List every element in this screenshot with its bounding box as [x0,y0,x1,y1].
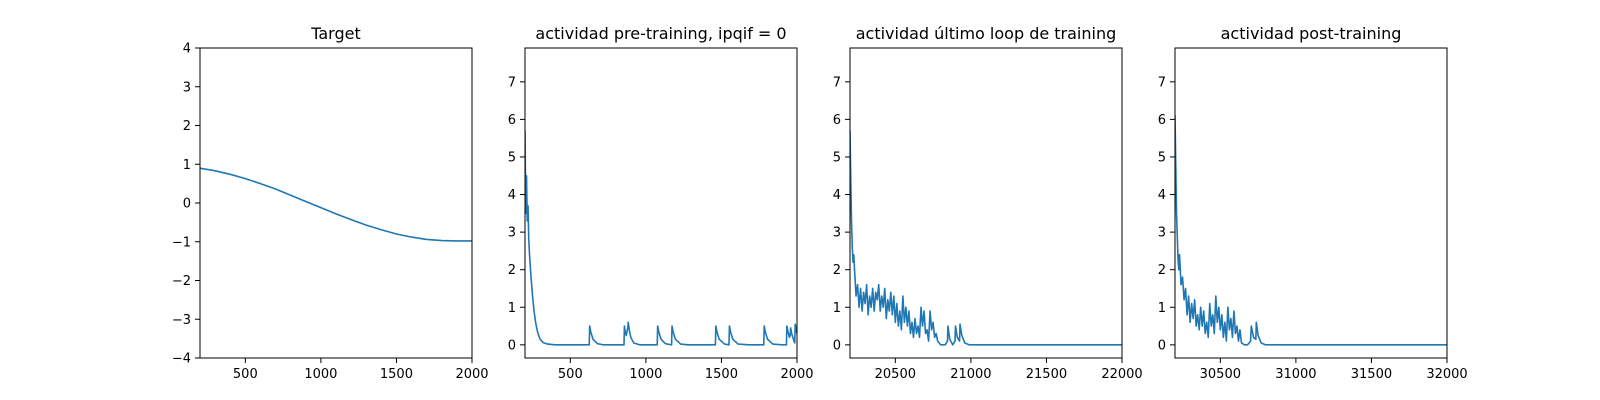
x-tick-label: 30500 [1200,367,1241,382]
axes-frame [849,47,1123,359]
x-tick-label: 1500 [380,367,413,382]
y-tick-label: 1 [1158,301,1166,316]
y-tick-label: 7 [508,75,516,90]
y-tick-label: 2 [508,263,516,278]
y-tick-label: 2 [183,119,191,134]
axes-frame [199,47,473,359]
x-tick-label: 20500 [875,367,916,382]
y-tick-label: −1 [172,235,191,250]
y-tick-label: 1 [183,158,191,173]
subplot-title: actividad último loop de training [856,24,1117,43]
y-tick-label: 5 [508,150,516,165]
y-tick-label: 1 [833,301,841,316]
y-tick-label: −4 [172,352,191,367]
x-tick-label: 21000 [950,367,991,382]
y-tick-label: −2 [172,274,191,289]
y-tick-label: 5 [833,150,841,165]
x-tick-label: 500 [233,367,258,382]
y-tick-label: 4 [833,188,841,203]
series-line-1 [1175,114,1447,346]
x-tick-label: 1000 [304,367,337,382]
y-tick-label: 0 [183,197,191,212]
series-line-1 [525,129,797,346]
y-tick-label: 7 [833,75,841,90]
axes-frame [1174,47,1448,359]
axes-frame [524,47,798,359]
x-tick-label: 2000 [780,367,813,382]
y-tick-label: 1 [508,301,516,316]
y-tick-label: 4 [1158,188,1166,203]
x-tick-label: 2000 [455,367,488,382]
y-tick-label: 0 [833,338,841,353]
x-tick-label: 500 [558,367,583,382]
x-tick-label: 1500 [705,367,738,382]
subplot-title: Target [310,24,361,43]
y-tick-label: 4 [183,42,191,57]
y-tick-label: 5 [1158,150,1166,165]
y-tick-label: 6 [508,113,516,128]
x-tick-label: 31500 [1351,367,1392,382]
subplot-title: actividad pre-training, ipqif = 0 [535,24,786,43]
y-tick-label: 3 [1158,226,1166,241]
series-line-1 [200,167,472,242]
subplot-2: actividad pre-training, ipqif = 0 500 1000… [508,24,814,382]
x-tick-label: 22000 [1101,367,1142,382]
y-tick-label: 3 [183,80,191,95]
x-tick-label: 21500 [1026,367,1067,382]
x-tick-label: 1000 [629,367,662,382]
y-tick-label: 2 [833,263,841,278]
y-tick-label: 3 [833,226,841,241]
y-tick-label: −3 [172,313,191,328]
y-tick-label: 6 [1158,113,1166,128]
y-tick-label: 6 [833,113,841,128]
y-tick-label: 0 [508,338,516,353]
x-tick-label: 32000 [1426,367,1467,382]
y-tick-label: 0 [1158,338,1166,353]
y-tick-label: 4 [508,188,516,203]
y-tick-label: 3 [508,226,516,241]
y-tick-label: 7 [1158,75,1166,90]
series-line-1 [850,129,1122,346]
subplot-1: Target 500 1000 1500 2000 −4 −3 −2 −1 0 1 2 3 4 [172,24,489,382]
y-tick-label: 2 [1158,263,1166,278]
x-tick-label: 31000 [1275,367,1316,382]
subplot-title: actividad post-training [1221,24,1402,43]
